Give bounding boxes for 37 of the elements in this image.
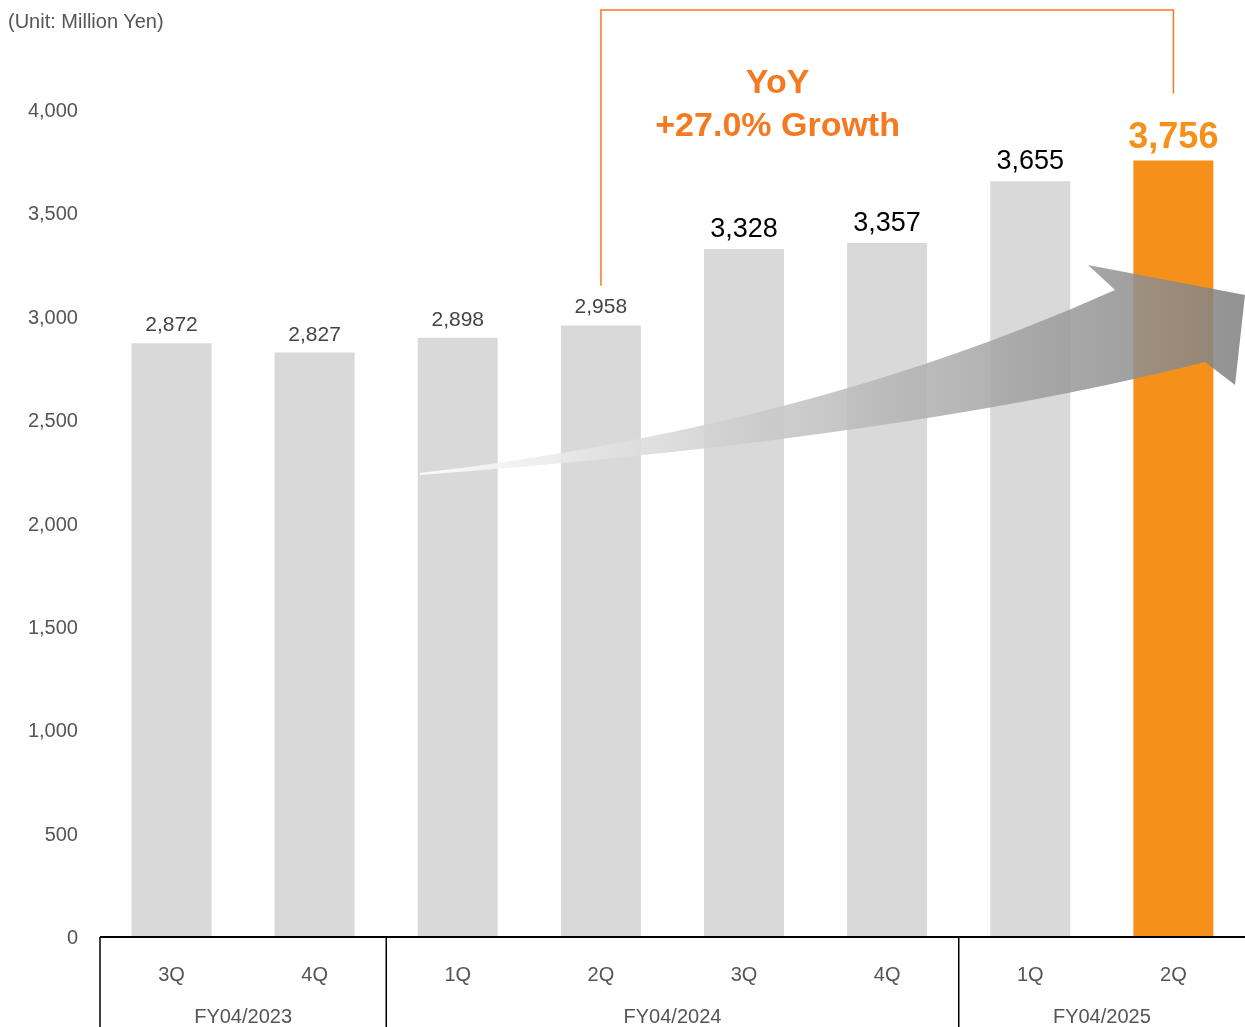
data-label: 2,827 <box>288 321 341 345</box>
bar <box>417 337 498 937</box>
bar <box>847 242 928 937</box>
text: YoY <box>745 62 810 100</box>
data-label: 2,872 <box>145 312 198 336</box>
bar <box>560 325 641 937</box>
x-tick-label: 2Q <box>1160 963 1187 986</box>
y-tick-label: 2,000 <box>27 512 78 535</box>
y-tick-label: 4,000 <box>27 99 78 122</box>
y-tick-label: 0 <box>66 926 78 949</box>
y-tick-label: 3,000 <box>27 305 78 328</box>
x-tick-label: 3Q <box>730 963 758 986</box>
data-label: 3,655 <box>996 145 1065 176</box>
x-tick-label: 2Q <box>587 963 615 986</box>
y-axis-title: (Unit: Million Yen) <box>8 10 164 32</box>
x-tick-label: 4Q <box>301 963 329 986</box>
y-tick-label: 2,500 <box>27 409 78 432</box>
data-label: 3,756 <box>1128 115 1219 157</box>
x-tick-label: 1Q <box>1016 963 1044 986</box>
data-label: 2,958 <box>574 294 628 318</box>
y-tick-label: 500 <box>44 822 78 845</box>
y-tick-label: 1,000 <box>27 719 78 742</box>
bar <box>131 343 212 937</box>
text: FY04/2025 <box>1052 1005 1151 1027</box>
y-tick-label: 3,500 <box>27 202 78 225</box>
data-label: 3,357 <box>853 206 921 237</box>
bar <box>274 352 355 937</box>
data-label: 2,898 <box>431 306 485 330</box>
x-tick-label: 1Q <box>444 963 472 986</box>
y-tick-label: 1,500 <box>27 615 78 638</box>
data-label: 3,328 <box>710 212 778 243</box>
x-tick-label: 3Q <box>158 963 185 986</box>
bar <box>703 248 784 937</box>
text: FY04/2023 <box>194 1005 293 1027</box>
x-tick-label: 4Q <box>873 963 901 986</box>
text: FY04/2024 <box>623 1005 722 1027</box>
annotation: +27.0% Growth <box>655 105 900 143</box>
